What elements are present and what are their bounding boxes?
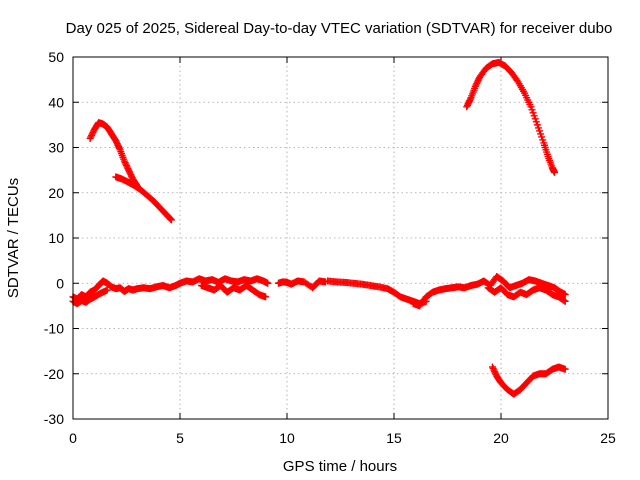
data-series	[69, 58, 569, 398]
data-point-interp	[115, 144, 123, 152]
x-tick-label: 25	[600, 430, 616, 446]
series-sat-l	[484, 284, 569, 305]
series-sat-h	[197, 282, 270, 301]
series-sat-e	[69, 277, 180, 303]
y-tick-label: 50	[48, 49, 64, 65]
series-sat-j	[324, 277, 430, 308]
grid	[73, 57, 608, 419]
y-tick-label: -20	[44, 366, 64, 382]
data-point	[103, 286, 111, 294]
x-tick-label: 0	[69, 430, 77, 446]
series-sat-c	[463, 58, 558, 176]
y-tick-label: -30	[44, 411, 64, 427]
data-point-interp	[560, 297, 568, 305]
x-tick-label: 20	[493, 430, 509, 446]
y-tick-label: 0	[56, 275, 64, 291]
data-point	[561, 365, 569, 373]
series-sat-a	[86, 119, 141, 190]
series-sat-g	[172, 275, 272, 290]
series-sat-i	[274, 277, 330, 292]
y-tick-label: 20	[48, 185, 64, 201]
x-axis-label: GPS time / hours	[283, 458, 397, 475]
y-tick-label: -10	[44, 321, 64, 337]
chart-title: Day 025 of 2025, Sidereal Day-to-day VTE…	[66, 20, 613, 37]
x-tick-label: 5	[176, 430, 184, 446]
x-tick-label: 15	[386, 430, 402, 446]
data-point	[262, 293, 270, 301]
series-sat-d	[488, 363, 569, 398]
plot-frame	[72, 56, 609, 420]
data-point-interp	[166, 214, 174, 222]
y-axis-label: SDTVAR / TECUs	[5, 178, 22, 298]
y-tick-label: 10	[48, 230, 64, 246]
data-point-interp	[167, 215, 175, 223]
series-sat-b	[112, 173, 175, 224]
data-point-interp	[466, 95, 474, 103]
data-point	[551, 168, 558, 176]
y-tick-label: 40	[48, 94, 64, 110]
y-tick-label: 30	[48, 140, 64, 156]
data-point	[264, 279, 272, 287]
x-tick-label: 10	[279, 430, 295, 446]
ticks: 0 5 10 15 20 25 -30 -20 -10 0 10 20 30 40 50	[44, 49, 616, 446]
data-point	[561, 297, 569, 305]
data-point	[167, 216, 175, 224]
data-point	[561, 291, 569, 299]
